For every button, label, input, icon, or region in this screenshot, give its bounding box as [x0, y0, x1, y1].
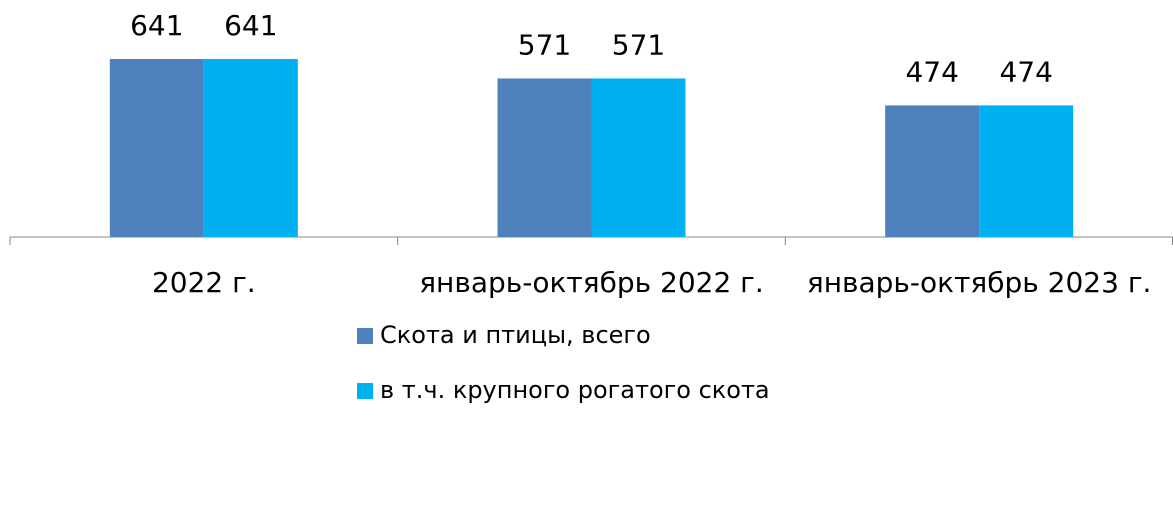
legend-swatch	[357, 328, 373, 344]
data-label: 571	[518, 28, 571, 61]
data-label: 474	[999, 55, 1052, 88]
legend-swatch	[357, 383, 373, 399]
x-tick-label: 2022 г.	[151, 266, 256, 299]
data-label: 641	[130, 9, 183, 42]
x-tick-label: январь-октябрь 2022 г.	[419, 266, 764, 299]
x-tick-label: январь-октябрь 2023 г.	[806, 266, 1152, 299]
bar	[885, 105, 980, 237]
bar	[591, 78, 686, 237]
data-label: 641	[224, 9, 277, 42]
data-label: 571	[612, 28, 665, 61]
bar	[497, 78, 592, 237]
bar	[979, 105, 1074, 237]
legend-label: в т.ч. крупного рогатого скота	[380, 376, 770, 404]
legend-label: Скота и птицы, всего	[380, 321, 651, 349]
data-label: 474	[905, 55, 958, 88]
bar	[203, 59, 298, 237]
bar	[109, 59, 204, 237]
